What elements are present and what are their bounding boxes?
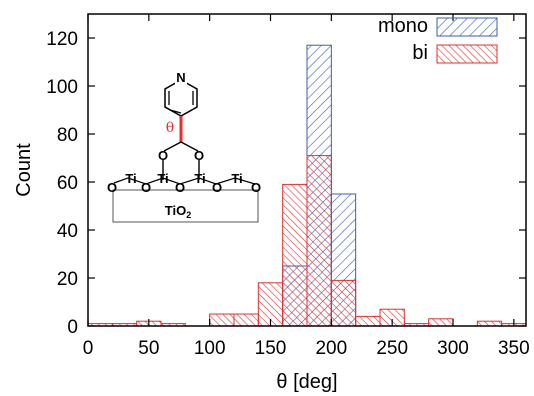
bar-bi-100 bbox=[209, 313, 235, 327]
surface-oxygen-4: O bbox=[212, 180, 222, 195]
inset-molecule-diagram: TiO2 N θ O O O Ti O Ti O Ti O Ti O bbox=[107, 70, 261, 223]
oxygen-atom-right: O bbox=[194, 148, 204, 163]
x-tick-label-0: 0 bbox=[83, 338, 94, 359]
substrate-box bbox=[112, 189, 259, 223]
x-tick-labels: 0 50 100 150 200 250 300 350 bbox=[83, 338, 530, 359]
y-tick-label-40: 40 bbox=[57, 221, 78, 242]
svg-text:TiO2: TiO2 bbox=[165, 203, 191, 220]
surface-titanium-3: Ti bbox=[194, 171, 205, 186]
y-axis-label: Count bbox=[13, 143, 35, 197]
y-tick-label-100: 100 bbox=[46, 77, 78, 98]
y-tick-label-60: 60 bbox=[57, 173, 78, 194]
x-tick-label-250: 250 bbox=[376, 338, 408, 359]
theta-label: θ bbox=[166, 120, 174, 136]
bar-bi-220 bbox=[355, 315, 381, 327]
plot-frame bbox=[87, 13, 527, 327]
surface-titanium-2: Ti bbox=[157, 171, 168, 186]
surface-titanium-4: Ti bbox=[231, 171, 242, 186]
x-axis-label: θ [deg] bbox=[276, 371, 337, 393]
y-tick-label-0: 0 bbox=[67, 317, 78, 338]
x-tick-label-50: 50 bbox=[138, 338, 159, 359]
surface-oxygen-1: O bbox=[107, 180, 117, 195]
surface-titanium-1: Ti bbox=[125, 171, 136, 186]
bar-bi-180 bbox=[306, 155, 332, 327]
x-tick-label-350: 350 bbox=[498, 338, 530, 359]
bars-layer bbox=[87, 44, 527, 327]
y-tick-label-80: 80 bbox=[57, 125, 78, 146]
x-tick-label-150: 150 bbox=[255, 338, 287, 359]
legend-label-bi: bi bbox=[412, 42, 428, 64]
bar-bi-160 bbox=[282, 183, 308, 327]
y-tick-label-120: 120 bbox=[46, 29, 78, 50]
legend-swatch-bi bbox=[436, 44, 498, 64]
oxygen-atom-left: O bbox=[158, 148, 168, 163]
legend-swatch-mono bbox=[436, 17, 498, 37]
surface-oxygen-2: O bbox=[141, 180, 151, 195]
bar-bi-200 bbox=[330, 279, 357, 327]
pyridine-ring bbox=[164, 79, 198, 117]
legend: mono bi bbox=[378, 15, 498, 64]
x-tick-label-100: 100 bbox=[194, 338, 226, 359]
y-tick-labels: 0 20 40 60 80 100 120 bbox=[46, 29, 78, 338]
surface-oxygen-5: O bbox=[251, 180, 261, 195]
legend-label-mono: mono bbox=[378, 15, 428, 37]
surface-oxygen-3: O bbox=[175, 180, 185, 195]
nitrogen-atom: N bbox=[176, 70, 185, 85]
y-tick-label-20: 20 bbox=[57, 269, 78, 290]
substrate-label: TiO2 bbox=[165, 203, 191, 220]
x-tick-label-300: 300 bbox=[437, 338, 469, 359]
bar-bi-280 bbox=[428, 318, 454, 327]
bar-bi-120 bbox=[233, 313, 259, 327]
x-tick-label-200: 200 bbox=[315, 338, 347, 359]
